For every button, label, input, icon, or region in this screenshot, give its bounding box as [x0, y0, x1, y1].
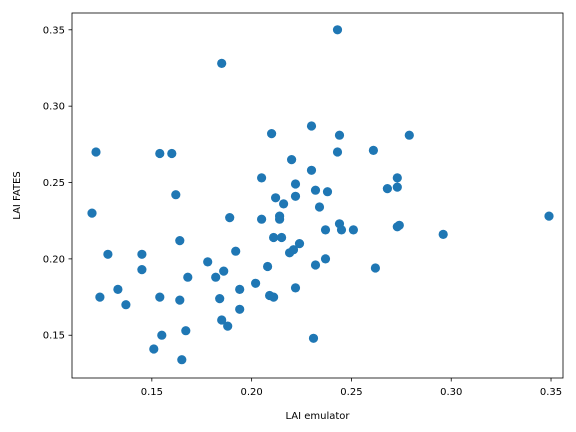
- data-point: [183, 272, 193, 282]
- data-point: [257, 214, 267, 224]
- data-point: [175, 236, 185, 246]
- data-point: [368, 145, 378, 155]
- data-point: [113, 284, 123, 294]
- data-point: [157, 330, 167, 340]
- data-point: [217, 315, 227, 325]
- data-point: [392, 173, 402, 183]
- data-point: [290, 283, 301, 293]
- data-point: [308, 333, 319, 343]
- data-point: [306, 121, 317, 131]
- data-point: [348, 225, 358, 235]
- y-axis-label: LAI FATES: [12, 171, 23, 219]
- x-axis-label: LAI emulator: [285, 411, 350, 422]
- data-point: [290, 179, 301, 189]
- data-point: [320, 254, 331, 264]
- data-point: [263, 261, 273, 272]
- data-point: [275, 211, 285, 221]
- data-point: [314, 202, 325, 212]
- data-point: [438, 229, 448, 239]
- data-point: [235, 284, 245, 294]
- data-point: [225, 213, 235, 223]
- data-point: [404, 130, 414, 140]
- data-point: [219, 266, 229, 276]
- data-point: [392, 182, 402, 192]
- data-point: [155, 292, 165, 302]
- data-point: [271, 193, 281, 203]
- data-point: [287, 155, 297, 165]
- data-point: [149, 344, 159, 354]
- data-point: [217, 58, 227, 68]
- data-point: [175, 295, 185, 305]
- data-point: [310, 185, 321, 195]
- data-point: [267, 129, 277, 139]
- data-point: [87, 208, 97, 218]
- data-point: [394, 220, 404, 230]
- data-point: [334, 130, 345, 140]
- data-point: [155, 148, 165, 159]
- data-point: [257, 173, 267, 183]
- y-tick-label: 0.25: [43, 178, 65, 189]
- data-point: [231, 246, 241, 256]
- data-point: [121, 300, 131, 310]
- data-point: [211, 272, 221, 282]
- scatter-points: [87, 25, 554, 365]
- data-point: [137, 265, 147, 275]
- data-point: [320, 225, 331, 235]
- y-tick-label: 0.15: [43, 331, 65, 342]
- data-point: [290, 191, 301, 201]
- x-tick-label: 0.35: [540, 387, 562, 398]
- data-point: [137, 249, 147, 259]
- data-point: [332, 147, 343, 157]
- y-tick-label: 0.30: [43, 102, 65, 113]
- data-point: [322, 187, 333, 197]
- x-tick-label: 0.25: [340, 387, 362, 398]
- data-point: [95, 292, 105, 302]
- data-point: [91, 147, 101, 157]
- data-point: [288, 245, 299, 255]
- data-point: [277, 232, 287, 243]
- data-point: [181, 326, 191, 336]
- y-tick-label: 0.20: [43, 254, 65, 265]
- y-axis-ticks: 0.15 0.20 0.25 0.30 0.35: [43, 25, 72, 342]
- data-point: [269, 232, 279, 243]
- data-point: [306, 165, 317, 175]
- data-point: [171, 190, 181, 200]
- plot-frame: [71, 12, 564, 379]
- data-point: [167, 148, 177, 159]
- data-point: [103, 249, 113, 259]
- data-point: [203, 257, 213, 267]
- data-point: [294, 239, 305, 249]
- data-point: [235, 304, 245, 314]
- x-tick-label: 0.30: [440, 387, 462, 398]
- data-point: [544, 211, 554, 221]
- data-point: [177, 355, 187, 365]
- y-tick-label: 0.35: [43, 25, 65, 36]
- data-point: [332, 25, 343, 35]
- x-axis-ticks: 0.15 0.20 0.25 0.30 0.35: [141, 378, 562, 398]
- data-point: [215, 294, 225, 304]
- data-point: [382, 184, 392, 194]
- data-point: [251, 278, 261, 288]
- x-tick-label: 0.15: [141, 387, 163, 398]
- data-point: [269, 292, 279, 302]
- data-point: [310, 260, 321, 270]
- data-point: [279, 199, 289, 209]
- x-tick-label: 0.20: [241, 387, 263, 398]
- data-point: [336, 225, 347, 235]
- data-point: [223, 321, 233, 331]
- data-point: [370, 263, 380, 273]
